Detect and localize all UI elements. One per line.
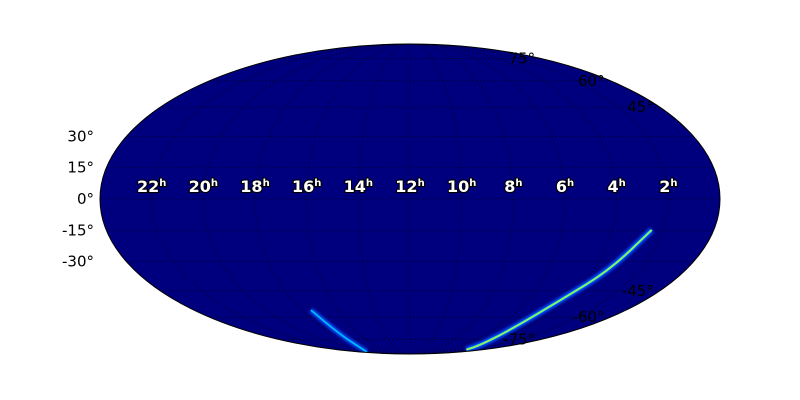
dec-tick-label: 0° (77, 190, 94, 208)
dec-tick-label: 15° (67, 158, 94, 176)
meridian-line (409, 44, 669, 354)
dec-tick-label: -75° (503, 330, 535, 348)
ra-tick-label: 16h (292, 177, 321, 196)
ra-tick-label: 18h (240, 177, 269, 196)
ra-tick-label: 8h (504, 177, 522, 196)
ra-tick-label: 4h (608, 177, 626, 196)
ra-tick-label: 2h (659, 177, 677, 196)
dec-tick-label: -15° (62, 222, 94, 240)
dec-tick-label: -30° (62, 253, 94, 271)
dec-tick-label: 45° (627, 98, 654, 116)
meridian-line (254, 44, 411, 354)
dec-labels: 75° 60° 45° 30° 15° 0° -15° -30° -45° -60° -75° (62, 50, 654, 349)
ra-tick-label: 6h (556, 177, 574, 196)
ra-tick-label: 10h (447, 177, 476, 196)
meridian-line (151, 44, 411, 354)
probability-arcs (309, 227, 654, 354)
meridian-line (357, 44, 411, 354)
meridian-line (409, 44, 463, 354)
ra-tick-label: 14h (344, 177, 373, 196)
dec-tick-label: 75° (509, 50, 536, 68)
dec-tick-label: 60° (578, 72, 605, 90)
ra-tick-label: 20h (189, 177, 218, 196)
probability-arc (310, 309, 368, 353)
sky-border (99, 43, 721, 355)
sky-background (100, 44, 720, 354)
ra-labels: 22h 20h 18h 16h 14h 12h 10h 8h 6h 4h 2h (136, 176, 679, 197)
dec-tick-label: -60° (573, 308, 605, 326)
arc-peak (466, 229, 653, 351)
dec-tick-label: 30° (67, 127, 94, 145)
meridian-line (202, 44, 411, 354)
dec-tick-label: -45° (622, 282, 654, 300)
graticule (100, 44, 720, 354)
meridian-line (409, 44, 566, 354)
ra-tick-label: 22h (137, 177, 166, 196)
ra-tick-label: 12h (395, 177, 424, 196)
meridian-line (409, 44, 618, 354)
